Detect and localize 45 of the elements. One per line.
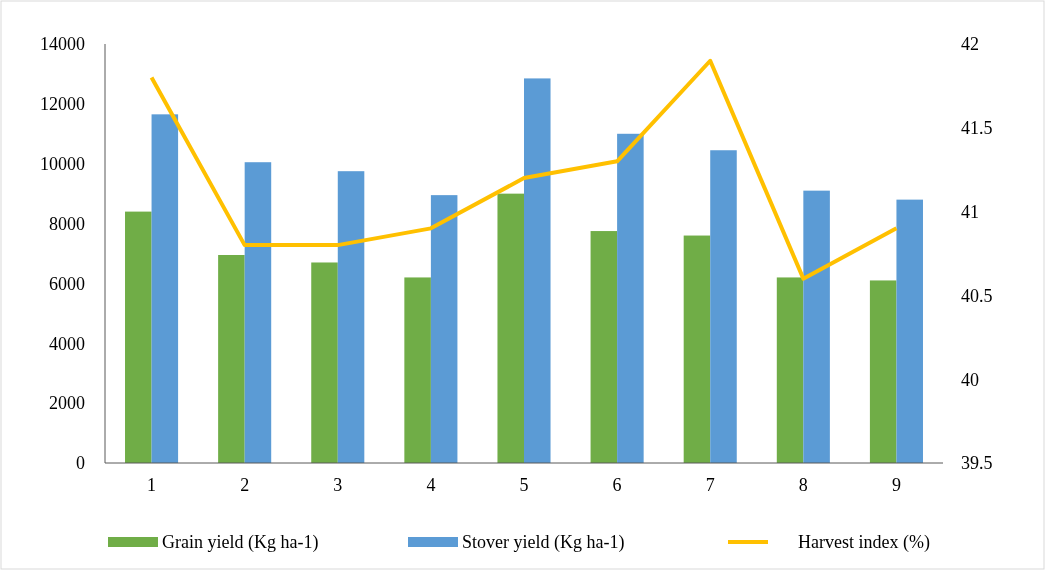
legend-label: Harvest index (%): [798, 532, 930, 553]
y-tick-label: 4000: [49, 333, 85, 354]
legend-label: Stover yield (Kg ha-1): [462, 532, 625, 553]
y-tick-label: 8000: [49, 213, 85, 234]
bar: [803, 190, 830, 463]
y2-tick-label: 39.5: [961, 453, 993, 474]
y2-tick-label: 41.5: [961, 118, 993, 139]
bar: [497, 193, 524, 463]
bar: [430, 195, 458, 463]
x-tick-label: 8: [798, 475, 808, 495]
x-tick-label: 6: [612, 475, 622, 495]
x-tick-label: 9: [891, 475, 901, 495]
bar: [869, 280, 897, 463]
bar: [524, 78, 551, 463]
x-tick-label: 1: [147, 475, 157, 495]
y-tick-label: 6000: [49, 273, 85, 294]
x-tick-label: 7: [705, 475, 715, 495]
legend-label: Grain yield (Kg ha-1): [162, 532, 319, 553]
bar: [896, 199, 923, 463]
bar: [590, 231, 618, 463]
x-tick-label: 3: [333, 475, 343, 495]
bar: [404, 277, 431, 463]
y-tick-label: 12000: [40, 94, 85, 115]
y2-tick-label: 40.5: [961, 285, 993, 306]
x-tick-label: 2: [240, 475, 250, 495]
y-tick-label: 0: [76, 453, 85, 474]
bar: [683, 235, 711, 463]
y-tick-label: 14000: [40, 34, 85, 55]
bar: [617, 133, 644, 463]
bar: [151, 114, 179, 463]
x-tick-label: 5: [519, 475, 529, 495]
x-tick-label: 4: [426, 475, 436, 495]
line-series: [149, 58, 899, 281]
bar: [218, 255, 245, 463]
y-tick-label: 2000: [49, 393, 85, 414]
bar: [710, 150, 737, 463]
y-tick-label: 10000: [40, 154, 85, 175]
bar: [125, 211, 152, 463]
bar: [244, 162, 272, 463]
bar: [776, 277, 804, 463]
y2-tick-label: 42: [961, 34, 979, 55]
bar: [337, 171, 365, 463]
bar: [311, 262, 338, 463]
y2-tick-label: 40: [961, 369, 979, 390]
y2-tick-label: 41: [961, 201, 979, 222]
